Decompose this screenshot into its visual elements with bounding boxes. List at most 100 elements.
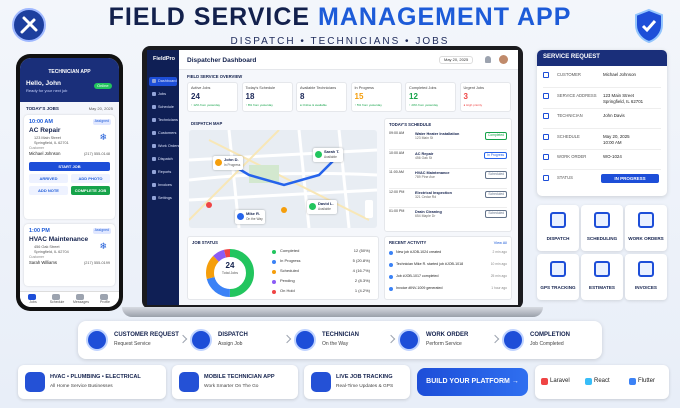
nav-icon [100,294,108,300]
activity-time: 1 hour ago [491,286,507,290]
step-title: CUSTOMER REQUEST [114,332,179,338]
schedule-status: Scheduled [485,190,507,199]
job-address: Springfield, IL 62704 [34,250,69,254]
field-label: WORK ORDER [557,154,587,159]
marker-avatar [315,151,322,158]
activity-dot [389,287,393,291]
job-icon: ❄ [99,132,107,142]
map-marker: Mike R. On the Way [235,210,265,224]
feature-label: WORK ORDERS [628,236,664,241]
job-title: AC Repair [29,127,61,134]
highlight-title: LIVE JOB TRACKING [336,374,393,380]
field-icon [543,113,549,119]
action-button: ADD NOTE [29,186,68,195]
stat-note: ● Online & available [300,103,327,107]
divider [389,148,507,150]
step-icon [86,329,108,351]
stat-card: Available Technicians 8 ● Online & availab… [296,82,347,112]
field-value: WO-1024 [603,154,622,159]
logo [12,8,46,42]
tech-logo [585,378,592,385]
bottom-row: HVAC • PLUMBING • ELECTRICAL All Home Ser… [0,365,680,401]
activity-panel: RECENT ACTIVITY View All New job #JOB-1024… [384,236,512,300]
feature-grid: DISPATCH SCHEDULING WORK ORDERS GPS TRACKIN… [537,205,667,301]
action-button: START JOB [29,162,110,171]
activity-title: RECENT ACTIVITY [389,240,427,245]
menu-icon [152,131,156,135]
activity-time: 25 min ago [490,274,507,278]
field-value: Springfield, IL 62701 [603,98,644,104]
nav-label: Schedule [49,300,65,304]
marker-avatar [237,213,244,220]
menu-icon [152,92,156,96]
schedule-time: 01:00 PM [389,209,405,213]
stat-label: In Progress [354,86,374,90]
avatar [499,55,508,64]
highlight-sub: All Home Service Businesses [50,384,113,389]
stat-card: Urgent Jobs 3 ● High priority [459,82,511,112]
highlight-sub: Real-Time Updates & GPS [336,384,394,389]
menu-item: Technicians [158,118,178,122]
schedule-job: Water Heater Installation [415,132,460,136]
marker-name: Mike R. [246,211,261,216]
schedule-time: 09:00 AM [389,131,405,135]
schedule-panel: TODAY'S SCHEDULE 09:00 AM Water Heater Ins… [384,118,512,232]
bell [485,56,491,63]
customer-label: Customer [29,146,45,150]
phone-screen: TECHNICIAN APP Hello, John Ready for your … [20,58,119,307]
menu-item: Settings [158,196,172,200]
job-status-panel: JOB STATUS 24 Total Jobs Completed 12 (50%) I… [187,236,379,300]
feature-icon [550,261,566,277]
feature-tile: SCHEDULING [581,205,623,251]
job-card: 1:00 PM Assigned HVAC Maintenance 456 Oak S… [24,224,115,286]
menu-active [149,77,177,86]
activity-dot [389,263,393,267]
cta-button[interactable]: BUILD YOUR PLATFORM → [417,368,528,396]
customer-phone: (217) 555-0148 [84,152,110,156]
stat-card: Active Jobs 24 ↑ 12% from yesterday [187,82,238,112]
menu-icon [152,118,156,122]
donut-total: 24 [225,261,235,270]
customer-phone: (217) 555-0199 [84,261,110,265]
stat-note: ↑ 12% from yesterday [191,103,221,107]
feature-label: INVOICES [635,285,657,290]
divider [389,187,507,189]
highlight-box: LIVE JOB TRACKING Real-Time Updates & GPS [304,365,410,399]
feature-label: SCHEDULING [586,236,618,241]
feature-tile: INVOICES [625,254,667,300]
schedule-address: 321 Cedar Rd [415,194,437,199]
stat-label: Today's Schedule [245,86,276,90]
schedule-time: 10:00 AM [389,150,405,155]
marker-avatar [309,203,316,210]
step-arrow [386,334,396,344]
donut-segment [206,249,254,297]
nav-label: Profile [100,300,110,304]
legend-swatch [272,280,276,284]
stat-value: 24 [191,92,200,101]
menu-item: Jobs [158,92,167,96]
divider [543,169,661,170]
stat-card: Completed Jobs 12 ↑ 20% from yesterday [405,82,456,112]
legend-swatch [272,290,276,294]
highlight-title: MOBILE TECHNICIAN APP [204,374,275,380]
field-label: SCHEDULE [557,133,580,139]
highlight-icon [311,372,331,392]
shield-icon [635,8,663,44]
schedule-job: Drain Cleaning [415,210,442,214]
field-icon [543,154,549,160]
highlight-box: MOBILE TECHNICIAN APP Work Smarter On The… [172,365,298,399]
step-title: COMPLETION [530,332,570,338]
stat-label: Available Technicians [300,86,337,90]
schedule-job: HVAC Maintenance [415,171,450,175]
section-date: May 20, 2025 [88,106,113,111]
feature-icon [638,261,654,277]
job-card: 10:00 AM Assigned AC Repair 123 Main Street… [24,115,115,219]
divider [389,168,507,169]
tech-box: Laravel React Flutter [535,365,669,399]
donut-segment [206,249,254,297]
card-header-bg [537,50,667,66]
menu-item: Dashboard [158,79,177,83]
stat-card: Today's Schedule 18 ↑ 8% from yesterday [241,82,293,112]
marker-status: In Progress [224,163,241,167]
